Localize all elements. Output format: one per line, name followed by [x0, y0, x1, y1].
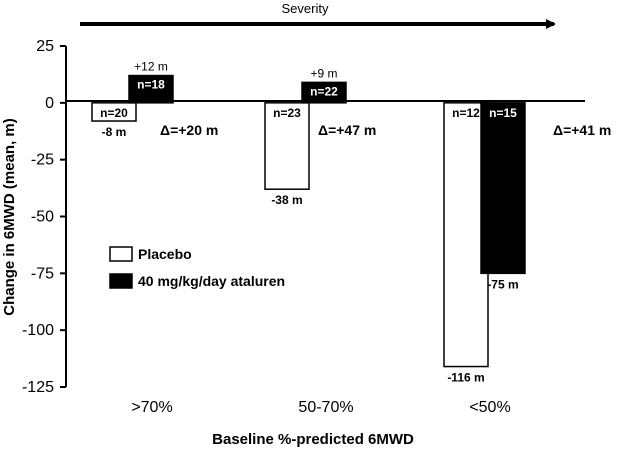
value-label: +9 m [310, 66, 337, 80]
y-tick-label: -100 [22, 322, 54, 339]
legend-swatch-ataluren [109, 273, 133, 289]
ataluren-bar [480, 102, 526, 275]
legend: Placebo 40 mg/kg/day ataluren [109, 246, 285, 289]
x-tick-label: >70% [131, 399, 172, 416]
x-axis-title: Baseline %-predicted 6MWD [212, 431, 414, 448]
y-tick-label: -125 [22, 379, 54, 396]
n-label: n=15 [489, 106, 517, 120]
n-label: n=12 [452, 106, 480, 120]
severity-label: Severity [282, 1, 329, 16]
n-label: n=23 [273, 106, 301, 120]
value-label: -8 m [102, 125, 127, 139]
value-label: -75 m [487, 277, 518, 291]
legend-label-placebo: Placebo [138, 246, 192, 262]
delta-label: Δ=+41 m [553, 122, 611, 138]
value-label: +12 m [134, 60, 168, 74]
y-tick-label: 25 [36, 38, 54, 55]
n-label: n=18 [137, 78, 165, 92]
y-tick-label: -25 [31, 152, 54, 169]
x-tick-label: 50-70% [298, 399, 353, 416]
ataluren-bar [128, 74, 174, 104]
placebo-bar [91, 102, 137, 122]
placebo-bar [264, 102, 310, 190]
n-label: n=22 [310, 84, 338, 98]
value-label: -116 m [447, 371, 484, 385]
value-label: -38 m [271, 193, 302, 207]
y-tick-label: -50 [31, 209, 54, 226]
legend-swatch-placebo [109, 246, 133, 262]
y-tick-label: 0 [45, 95, 54, 112]
delta-label: Δ=+47 m [318, 122, 376, 138]
y-axis-title: Change in 6MWD (mean, m) [1, 118, 18, 316]
x-tick-label: <50% [469, 399, 510, 416]
y-tick-label: -75 [31, 265, 54, 282]
legend-label-ataluren: 40 mg/kg/day ataluren [138, 273, 285, 289]
ataluren-bar [301, 81, 347, 104]
n-label: n=20 [100, 106, 128, 120]
delta-label: Δ=+20 m [160, 122, 218, 138]
